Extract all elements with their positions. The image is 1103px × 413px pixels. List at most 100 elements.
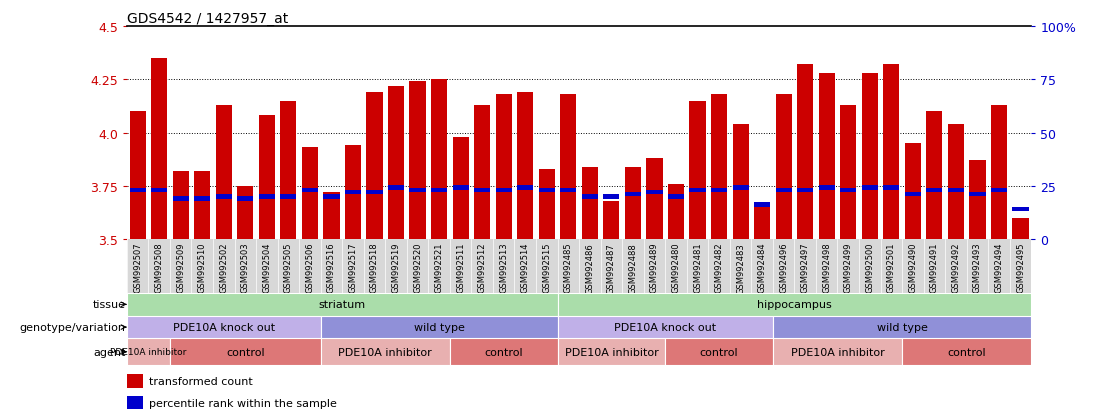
- Text: GSM992491: GSM992491: [930, 242, 939, 292]
- Bar: [990, 188, 1007, 193]
- Text: GSM992484: GSM992484: [758, 242, 767, 293]
- Text: control: control: [226, 347, 265, 357]
- Text: GSM992520: GSM992520: [413, 242, 422, 292]
- Bar: [450, 339, 557, 366]
- Text: GSM992511: GSM992511: [457, 242, 465, 292]
- Text: PDE10A inhibitor: PDE10A inhibitor: [339, 347, 432, 357]
- Text: striatum: striatum: [319, 299, 366, 310]
- Bar: [927, 112, 942, 240]
- Bar: [409, 82, 426, 240]
- Bar: [129, 112, 146, 240]
- Bar: [840, 188, 856, 193]
- Bar: [861, 74, 878, 240]
- Bar: [689, 101, 706, 240]
- Bar: [302, 148, 318, 240]
- Bar: [947, 125, 964, 240]
- Bar: [216, 195, 232, 199]
- Bar: [884, 65, 899, 240]
- Bar: [840, 106, 856, 240]
- Bar: [452, 186, 469, 191]
- Text: GSM992513: GSM992513: [500, 242, 508, 293]
- Text: GSM992510: GSM992510: [197, 242, 206, 292]
- Bar: [345, 190, 361, 195]
- Bar: [151, 188, 168, 193]
- Bar: [818, 74, 835, 240]
- Bar: [646, 190, 663, 195]
- Text: GSM992499: GSM992499: [844, 242, 853, 292]
- Text: genotype/variation: genotype/variation: [20, 322, 126, 332]
- Text: PDE10A inhibitor: PDE10A inhibitor: [565, 347, 658, 357]
- Text: GSM992521: GSM992521: [435, 242, 443, 292]
- Text: GSM992489: GSM992489: [650, 242, 658, 293]
- Text: GSM992482: GSM992482: [715, 242, 724, 293]
- Bar: [560, 95, 577, 240]
- Bar: [668, 195, 684, 199]
- Bar: [216, 106, 232, 240]
- Text: GSM992498: GSM992498: [822, 242, 832, 293]
- Bar: [366, 190, 383, 195]
- Bar: [127, 396, 143, 410]
- Bar: [970, 161, 986, 240]
- Bar: [495, 188, 512, 193]
- Text: GSM992492: GSM992492: [952, 242, 961, 292]
- Bar: [1013, 218, 1029, 240]
- Bar: [711, 188, 727, 193]
- Text: agent: agent: [94, 347, 126, 357]
- Bar: [754, 203, 770, 208]
- Bar: [861, 186, 878, 191]
- Text: GSM992504: GSM992504: [263, 242, 271, 292]
- Text: GSM992495: GSM992495: [1016, 242, 1025, 292]
- Bar: [388, 86, 404, 240]
- Bar: [773, 339, 902, 366]
- Bar: [517, 186, 534, 191]
- Text: tissue: tissue: [93, 299, 126, 310]
- Text: GSM992496: GSM992496: [779, 242, 789, 293]
- Text: GSM992483: GSM992483: [736, 242, 746, 293]
- Bar: [904, 144, 921, 240]
- Bar: [321, 316, 557, 339]
- Text: PDE10A inhibitor: PDE10A inhibitor: [110, 348, 186, 356]
- Text: control: control: [484, 347, 523, 357]
- Bar: [624, 167, 641, 240]
- Text: PDE10A knock out: PDE10A knock out: [614, 322, 716, 332]
- Bar: [538, 188, 555, 193]
- Bar: [366, 93, 383, 240]
- Text: GSM992512: GSM992512: [478, 242, 486, 292]
- Bar: [990, 106, 1007, 240]
- Bar: [280, 101, 297, 240]
- Bar: [668, 184, 684, 240]
- Text: wild type: wild type: [877, 322, 928, 332]
- Bar: [237, 197, 254, 201]
- Bar: [323, 193, 340, 240]
- Bar: [581, 195, 598, 199]
- Bar: [970, 192, 986, 197]
- Text: GSM992501: GSM992501: [887, 242, 896, 292]
- Text: GSM992508: GSM992508: [154, 242, 163, 293]
- Bar: [624, 192, 641, 197]
- Bar: [581, 167, 598, 240]
- Text: GSM992505: GSM992505: [283, 242, 293, 292]
- Bar: [902, 339, 1031, 366]
- Text: transformed count: transformed count: [150, 376, 254, 387]
- Bar: [646, 159, 663, 240]
- Bar: [754, 208, 770, 240]
- Bar: [495, 95, 512, 240]
- Text: GSM992497: GSM992497: [801, 242, 810, 293]
- Bar: [797, 188, 813, 193]
- Bar: [431, 80, 447, 240]
- Bar: [560, 188, 577, 193]
- Bar: [431, 188, 447, 193]
- Bar: [773, 316, 1031, 339]
- Bar: [538, 169, 555, 240]
- Bar: [151, 59, 168, 240]
- Bar: [927, 188, 942, 193]
- Text: GSM992514: GSM992514: [521, 242, 529, 292]
- Text: GSM992485: GSM992485: [564, 242, 572, 293]
- Bar: [280, 195, 297, 199]
- Bar: [603, 201, 620, 240]
- Bar: [775, 188, 792, 193]
- Text: GSM992493: GSM992493: [973, 242, 982, 293]
- Bar: [517, 93, 534, 240]
- Bar: [170, 339, 321, 366]
- Text: GSM992507: GSM992507: [133, 242, 142, 293]
